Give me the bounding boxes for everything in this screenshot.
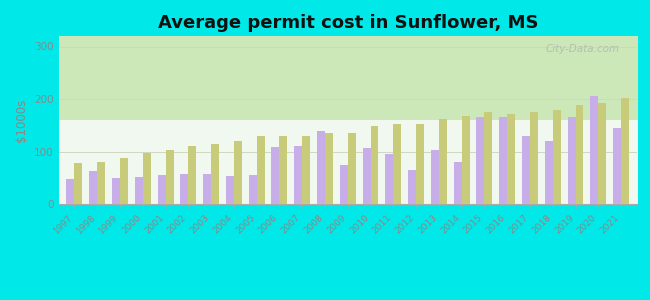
Bar — [439, 119, 447, 204]
Bar — [98, 162, 105, 204]
Bar — [545, 141, 552, 204]
Y-axis label: $1000s: $1000s — [16, 98, 29, 142]
Bar — [348, 133, 356, 204]
Bar — [393, 124, 401, 204]
Bar — [211, 144, 219, 204]
Bar — [135, 177, 143, 204]
Bar — [530, 112, 538, 204]
Bar — [476, 117, 484, 204]
Bar — [575, 105, 584, 204]
Bar — [507, 114, 515, 204]
Bar — [75, 163, 83, 204]
Bar — [166, 151, 174, 204]
Bar — [462, 116, 469, 204]
Bar — [613, 128, 621, 204]
Bar — [499, 117, 507, 204]
Bar — [484, 112, 493, 204]
Title: Average permit cost in Sunflower, MS: Average permit cost in Sunflower, MS — [157, 14, 538, 32]
Bar — [317, 130, 325, 204]
Bar — [302, 136, 310, 204]
Bar — [66, 179, 75, 204]
Bar — [257, 136, 265, 204]
Bar — [120, 158, 128, 204]
Bar — [590, 96, 598, 204]
Bar — [188, 146, 196, 204]
Bar — [226, 176, 234, 204]
Bar — [408, 170, 416, 204]
Bar — [363, 148, 370, 204]
Bar — [431, 151, 439, 204]
Bar — [203, 174, 211, 204]
Bar — [370, 126, 378, 204]
Bar — [598, 103, 606, 204]
Bar — [621, 98, 629, 204]
Bar — [522, 136, 530, 204]
Bar — [416, 124, 424, 204]
Bar — [552, 110, 561, 204]
Bar — [454, 162, 462, 204]
Bar — [157, 175, 166, 204]
Bar — [112, 178, 120, 204]
Bar — [89, 172, 98, 204]
Bar — [143, 152, 151, 204]
Bar — [272, 147, 280, 204]
Bar — [294, 146, 302, 204]
Bar — [567, 117, 575, 204]
Bar — [280, 136, 287, 204]
Text: City-Data.com: City-Data.com — [545, 44, 619, 54]
Bar — [234, 141, 242, 204]
Bar — [325, 133, 333, 204]
Bar — [340, 165, 348, 204]
Bar — [180, 174, 188, 204]
Bar — [385, 154, 393, 204]
Bar — [249, 175, 257, 204]
